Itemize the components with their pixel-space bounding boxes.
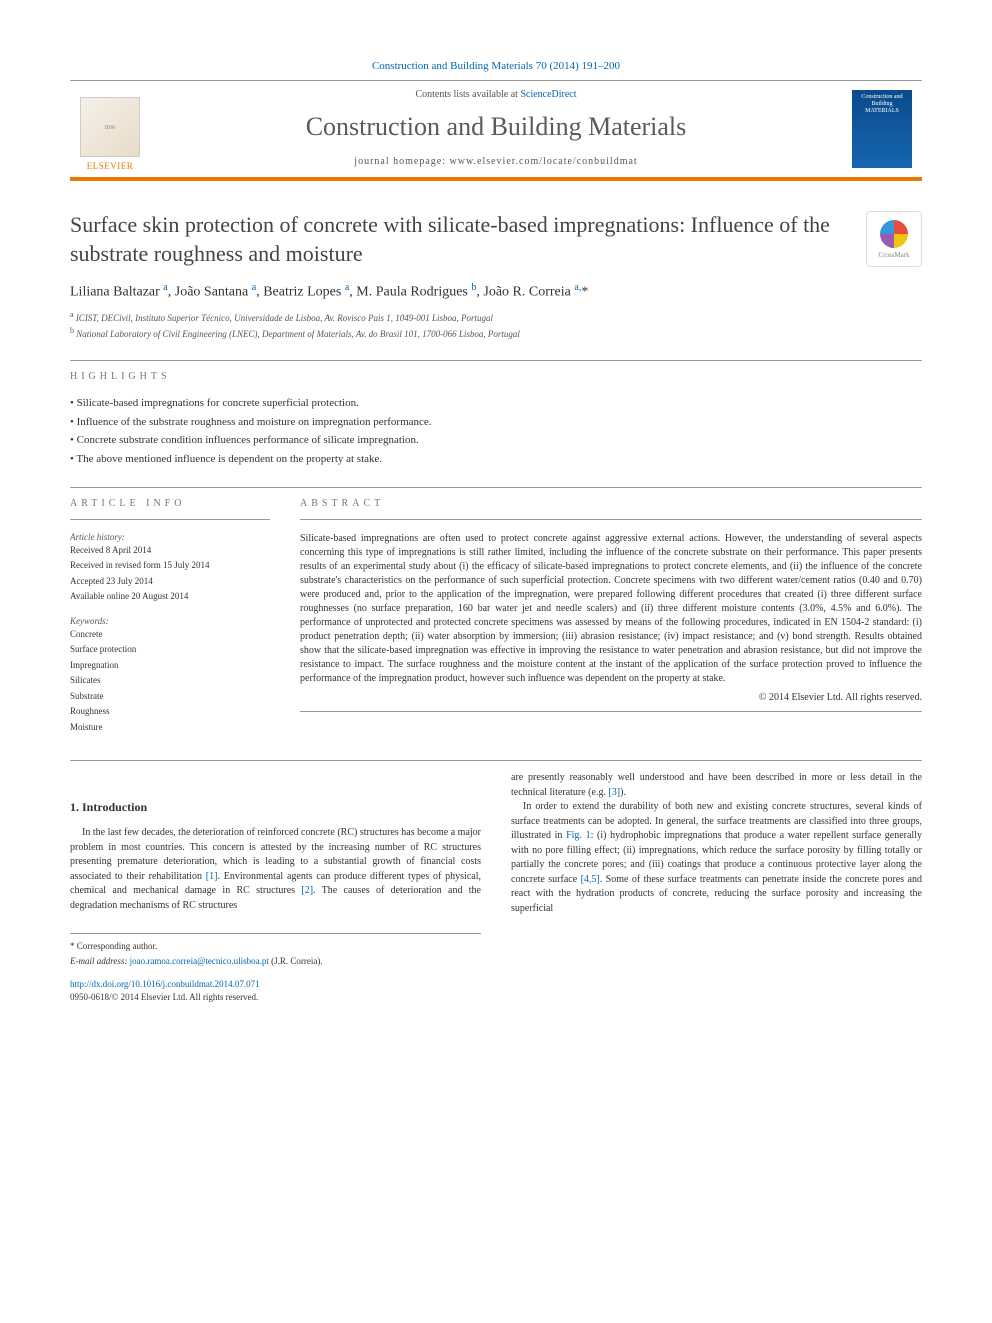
keywords-block: Keywords: Concrete Surface protection Im… (70, 616, 270, 735)
corresponding-author-footer: * Corresponding author. E-mail address: … (70, 933, 481, 967)
article-title: Surface skin protection of concrete with… (70, 211, 850, 268)
affiliation-b: b National Laboratory of Civil Engineeri… (70, 325, 922, 342)
aff-text-a: ICIST, DECivil, Instituto Superior Técni… (76, 313, 493, 323)
abstract-label: ABSTRACT (300, 498, 922, 509)
aff-marker-b: b (70, 326, 74, 335)
keyword: Concrete (70, 628, 270, 642)
elsevier-tree-icon: tree (80, 97, 140, 157)
highlights-label: HIGHLIGHTS (70, 371, 922, 382)
history-heading: Article history: (70, 532, 270, 542)
keyword: Silicates (70, 674, 270, 688)
journal-homepage: journal homepage: www.elsevier.com/locat… (150, 156, 842, 167)
article-info-column: ARTICLE INFO Article history: Received 8… (70, 498, 270, 735)
aff-text-b: National Laboratory of Civil Engineering… (76, 329, 520, 339)
title-row: Surface skin protection of concrete with… (70, 211, 922, 268)
article-info-label: ARTICLE INFO (70, 498, 270, 509)
divider (70, 760, 922, 761)
history-block: Article history: Received 8 April 2014 R… (70, 532, 270, 604)
crossmark-icon (880, 220, 908, 248)
journal-cover-thumb: Construction and Building MATERIALS (852, 90, 912, 168)
highlight-item: The above mentioned influence is depende… (70, 450, 922, 469)
keyword: Impregnation (70, 659, 270, 673)
doi-link[interactable]: http://dx.doi.org/10.1016/j.conbuildmat.… (70, 979, 260, 989)
body-paragraph: In order to extend the durability of bot… (511, 800, 922, 916)
corr-author-label: * Corresponding author. (70, 940, 481, 953)
history-line: Received 8 April 2014 (70, 544, 270, 558)
copyright-line: © 2014 Elsevier Ltd. All rights reserved… (300, 692, 922, 703)
email-label: E-mail address: (70, 956, 127, 966)
publisher-block: tree ELSEVIER (70, 81, 150, 177)
body-paragraph: are presently reasonably well understood… (511, 771, 922, 800)
info-abstract-row: ARTICLE INFO Article history: Received 8… (70, 498, 922, 735)
banner-center: Contents lists available at ScienceDirec… (150, 81, 842, 177)
history-line: Received in revised form 15 July 2014 (70, 559, 270, 573)
sciencedirect-link[interactable]: ScienceDirect (520, 89, 576, 100)
contents-prefix: Contents lists available at (415, 89, 520, 100)
highlight-item: Concrete substrate condition influences … (70, 431, 922, 450)
history-line: Accepted 23 July 2014 (70, 575, 270, 589)
highlight-item: Influence of the substrate roughness and… (70, 413, 922, 432)
aff-marker-a: a (70, 310, 74, 319)
highlight-item: Silicate-based impregnations for concret… (70, 394, 922, 413)
publisher-name: ELSEVIER (87, 161, 134, 171)
top-citation: Construction and Building Materials 70 (… (70, 60, 922, 72)
corr-email-name: (J.R. Correia). (271, 956, 323, 966)
keywords-heading: Keywords: (70, 616, 270, 626)
crossmark-label: CrossMark (878, 251, 909, 259)
keyword: Roughness (70, 705, 270, 719)
author-list: Liliana Baltazar a, João Santana a, Beat… (70, 282, 922, 301)
doi-line: http://dx.doi.org/10.1016/j.conbuildmat.… (70, 978, 481, 991)
divider (70, 519, 270, 520)
cover-block: Construction and Building MATERIALS (842, 81, 922, 177)
divider (70, 487, 922, 488)
keyword: Substrate (70, 690, 270, 704)
body-paragraph: In the last few decades, the deteriorati… (70, 826, 481, 913)
keyword: Moisture (70, 721, 270, 735)
contents-available-line: Contents lists available at ScienceDirec… (150, 89, 842, 100)
journal-name: Construction and Building Materials (150, 112, 842, 142)
abstract-column: ABSTRACT Silicate-based impregnations ar… (300, 498, 922, 735)
divider (300, 711, 922, 712)
abstract-text: Silicate-based impregnations are often u… (300, 532, 922, 686)
journal-banner: tree ELSEVIER Contents lists available a… (70, 80, 922, 181)
divider (70, 360, 922, 361)
affiliations: a ICIST, DECivil, Instituto Superior Téc… (70, 309, 922, 342)
history-line: Available online 20 August 2014 (70, 590, 270, 604)
crossmark-badge[interactable]: CrossMark (866, 211, 922, 267)
issn-copyright: 0950-0618/© 2014 Elsevier Ltd. All right… (70, 991, 481, 1004)
affiliation-a: a ICIST, DECivil, Instituto Superior Téc… (70, 309, 922, 326)
email-line: E-mail address: joao.ramoa.correia@tecni… (70, 955, 481, 968)
divider (300, 519, 922, 520)
body-two-column: 1. Introduction In the last few decades,… (70, 771, 922, 1004)
section-heading-intro: 1. Introduction (70, 799, 481, 816)
highlights-list: Silicate-based impregnations for concret… (70, 394, 922, 469)
page-root: Construction and Building Materials 70 (… (0, 0, 992, 1044)
keyword: Surface protection (70, 643, 270, 657)
corr-email-link[interactable]: joao.ramoa.correia@tecnico.ulisboa.pt (130, 956, 269, 966)
